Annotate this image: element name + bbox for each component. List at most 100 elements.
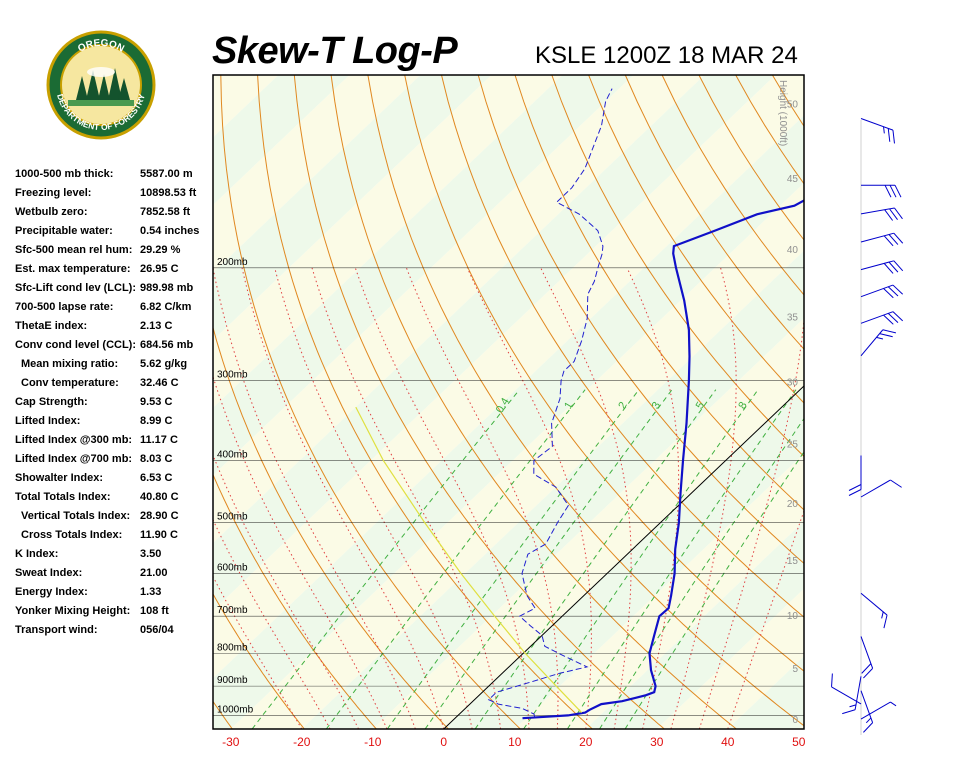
mixing-ratio-line [424,389,673,729]
height-axis-title: Height (1000ft) [777,80,788,146]
moist-adiabat-line [311,267,502,729]
dry-adiabat-line [809,75,960,729]
isotherm-band [870,75,960,729]
index-value: 32.46 C [140,377,179,389]
dry-adiabat-line [514,75,804,511]
moist-adiabat-line [698,314,804,729]
mixing-ratio-line [566,389,797,729]
temperature-tick-label: 10 [508,735,522,749]
index-label: Cross Totals Index: [21,529,123,541]
station-time-label: KSLE 1200Z 18 MAR 24 [535,42,798,69]
height-tick-label: 20 [787,499,799,510]
moist-adiabat-line [405,267,559,729]
index-value: 11.17 C [140,434,178,446]
dry-adiabat-line [293,75,665,729]
mixing-ratio-line [474,389,717,729]
isotherm-band [585,521,804,729]
height-tick-label: 45 [787,174,799,185]
height-tick-label: 15 [787,556,799,567]
dry-adiabat-line [551,75,804,458]
index-label: Precipitable water: [15,225,113,237]
dry-adiabat-line [213,325,449,729]
temperature-tick-label: 20 [579,735,593,749]
isotherm-band [301,250,804,729]
mixing-ratio-label: 8 [736,400,749,411]
temperature-tick-label: 50 [792,735,806,749]
plot-frame [212,74,805,730]
index-label: Sweat Index: [15,567,83,579]
isotherm-band [514,453,804,729]
pressure-label: 1000mb [217,704,254,715]
pressure-label: 600mb [217,562,248,573]
isotherm-band [941,75,960,729]
temperature-tick-label: -10 [364,735,382,749]
index-label: ThetaE index: [15,320,88,332]
index-label: Vertical Totals Index: [21,510,131,522]
dry-adiabat-line [920,75,960,729]
index-value: 989.98 mb [140,282,194,294]
moist-adiabat-line [213,375,388,729]
index-label: Lifted Index: [15,415,81,427]
dry-adiabat-line [624,75,804,350]
pressure-label: 400mb [217,450,248,461]
index-value: 11.90 C [140,529,178,541]
logo-top-text: OREGON [76,38,126,55]
dry-adiabat-line [257,75,593,729]
dry-adiabat-line [220,75,521,729]
dry-adiabat-line [846,75,960,729]
dry-adiabat-line [213,473,377,729]
series-temperature-line [522,199,804,720]
index-label: Conv cond level (CCL): [15,339,137,351]
index-value: 21.00 [140,567,168,579]
index-label: Sfc-500 mean rel hum: [15,244,133,256]
mixing-ratio-line [325,389,586,729]
index-label: Lifted Index @300 mb: [15,434,133,446]
index-label: Showalter Index: [15,472,104,484]
index-label: Yonker Mixing Height: [15,605,131,617]
height-tick-label: 0 [792,715,798,726]
temperature-tick-label: 30 [650,735,664,749]
index-value: 2.13 C [140,320,173,332]
index-label: Mean mixing ratio: [21,358,119,370]
height-tick-label: 40 [787,245,799,256]
moist-adiabat-line [213,518,331,729]
height-tick-label: 25 [787,439,799,450]
isotherm-band [213,115,804,729]
pressure-label: 700mb [217,605,248,616]
dry-adiabat-line [441,75,804,618]
index-value: 056/04 [140,624,174,636]
mixing-ratio-label: 3 [650,400,663,411]
moist-adiabat-line [670,267,737,729]
moist-adiabat-line [213,453,359,729]
dry-adiabat-line [883,75,960,729]
index-value: 108 ft [140,605,169,617]
zero-isotherm-line [443,385,804,729]
index-label: 1000-500 mb thick: [15,168,114,180]
moist-adiabat-line [274,267,473,729]
index-value: 10898.53 ft [140,187,197,199]
pressure-label: 200mb [217,257,248,268]
mixing-ratio-label: 5 [694,400,707,411]
dry-adiabat-line [330,75,737,729]
pressure-label: 900mb [217,675,248,686]
chart-title: Skew-T Log-P [212,30,458,72]
series-dewpoint-line [487,88,613,717]
index-value: 26.95 C [140,263,179,275]
index-value: 40.80 C [140,491,179,503]
index-label: K Index: [15,548,59,560]
index-value: 6.82 C/km [140,301,192,313]
moist-adiabat-line [626,267,680,729]
index-value: 5.62 g/kg [140,358,188,370]
index-value: 7852.58 ft [140,206,191,218]
isotherm-band [230,183,804,729]
height-tick-label: 5 [792,664,798,675]
index-label: Wetbulb zero: [15,206,88,218]
isotherm-band [798,723,804,729]
isotherm-band [372,318,804,729]
height-tick-label: 30 [787,377,799,388]
series-parcel-line [355,406,583,714]
index-value: 8.03 C [140,453,173,465]
index-value: 8.99 C [140,415,173,427]
moist-adiabat-line [540,267,632,729]
